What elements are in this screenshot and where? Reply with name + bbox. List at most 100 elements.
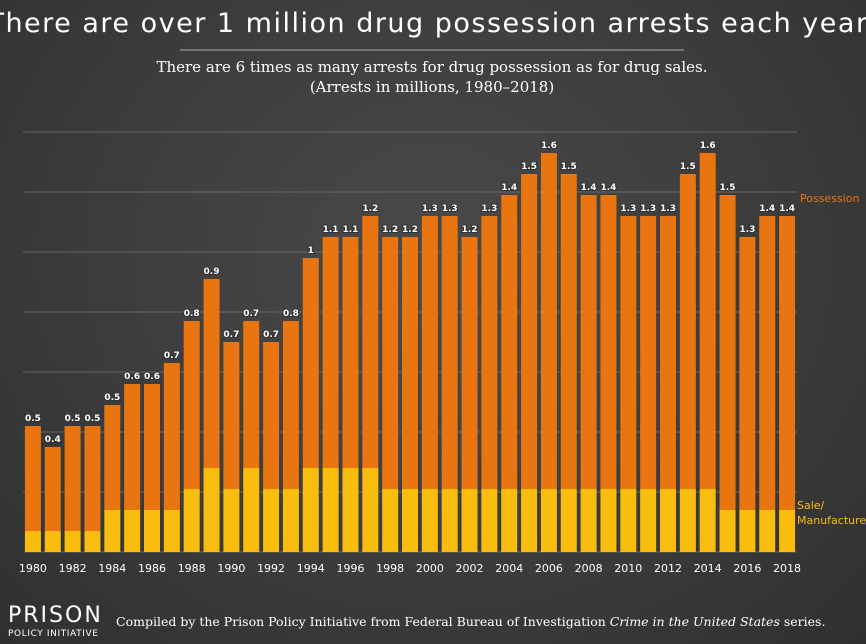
bar bbox=[739, 510, 756, 552]
value-label: 0.9 bbox=[204, 267, 220, 277]
bar bbox=[163, 363, 180, 510]
value-label: 1.4 bbox=[779, 204, 795, 214]
x-tick-label: 2006 bbox=[535, 562, 563, 575]
bar bbox=[282, 321, 299, 489]
bar bbox=[84, 426, 101, 531]
value-label: 1.1 bbox=[323, 225, 339, 235]
value-label: 1.3 bbox=[660, 204, 676, 214]
bar bbox=[699, 489, 716, 552]
value-label: 1.5 bbox=[521, 162, 537, 172]
bar bbox=[163, 510, 180, 552]
x-tick-label: 2002 bbox=[456, 562, 484, 575]
bar bbox=[540, 153, 557, 489]
x-tick-label: 1984 bbox=[98, 562, 126, 575]
value-label: 1.3 bbox=[422, 204, 438, 214]
bar bbox=[779, 216, 796, 510]
subtitle: There are 6 times as many arrests for dr… bbox=[156, 58, 707, 76]
value-label: 0.6 bbox=[124, 372, 140, 382]
x-tick-label: 2016 bbox=[733, 562, 761, 575]
bar bbox=[124, 510, 141, 552]
value-label: 1.2 bbox=[462, 225, 478, 235]
bar bbox=[600, 489, 617, 552]
value-label: 1.3 bbox=[640, 204, 656, 214]
x-tick-label: 2008 bbox=[575, 562, 603, 575]
subtitle-note: (Arrests in millions, 1980–2018) bbox=[310, 78, 554, 96]
value-label: 1.2 bbox=[362, 204, 378, 214]
source: Compiled by the Prison Policy Initiative… bbox=[116, 614, 825, 629]
bar bbox=[64, 426, 81, 531]
bar bbox=[183, 489, 200, 552]
x-tick-label: 1986 bbox=[138, 562, 166, 575]
x-tick-label: 2000 bbox=[416, 562, 444, 575]
source-text-end: series. bbox=[780, 614, 826, 629]
bar bbox=[660, 489, 676, 552]
bar bbox=[203, 279, 220, 468]
value-label: 0.6 bbox=[144, 372, 160, 382]
bar bbox=[84, 531, 101, 552]
value-label: 0.7 bbox=[164, 351, 180, 361]
bar bbox=[243, 468, 260, 552]
bar bbox=[540, 489, 557, 552]
bar bbox=[779, 510, 796, 552]
value-label: 1.6 bbox=[541, 141, 557, 151]
x-tick-label: 2012 bbox=[654, 562, 682, 575]
bar bbox=[521, 174, 538, 489]
bar bbox=[481, 489, 498, 552]
bar bbox=[501, 195, 518, 489]
bar bbox=[144, 384, 160, 510]
x-tick-label: 2004 bbox=[495, 562, 523, 575]
bar bbox=[302, 468, 319, 552]
bar bbox=[759, 216, 776, 510]
value-label: 0.8 bbox=[184, 309, 200, 319]
value-label: 0.5 bbox=[25, 414, 41, 424]
value-label: 1.5 bbox=[561, 162, 577, 172]
bar bbox=[679, 174, 696, 489]
bar bbox=[739, 237, 756, 510]
x-tick-label: 2018 bbox=[773, 562, 801, 575]
value-label: 1.2 bbox=[382, 225, 398, 235]
bar bbox=[560, 489, 577, 552]
bar bbox=[64, 531, 81, 552]
bar bbox=[699, 153, 716, 489]
value-label: 0.7 bbox=[223, 330, 239, 340]
value-label: 1.3 bbox=[739, 225, 755, 235]
x-tick-label: 1980 bbox=[19, 562, 47, 575]
value-label: 1 bbox=[308, 246, 314, 256]
logo-top: PRISON bbox=[8, 603, 103, 628]
value-label: 1.4 bbox=[600, 183, 616, 193]
bar bbox=[679, 489, 696, 552]
bar bbox=[719, 195, 736, 510]
value-label: 1.5 bbox=[680, 162, 696, 172]
bar bbox=[382, 489, 399, 552]
bar bbox=[620, 489, 637, 552]
bar bbox=[342, 468, 359, 552]
bar bbox=[580, 195, 597, 489]
bar bbox=[461, 237, 478, 489]
value-label: 0.5 bbox=[104, 393, 120, 403]
bar bbox=[203, 468, 220, 552]
value-label: 0.8 bbox=[283, 309, 299, 319]
bar bbox=[144, 510, 160, 552]
bar bbox=[560, 174, 577, 489]
value-label: 1.3 bbox=[481, 204, 497, 214]
bar bbox=[282, 489, 299, 552]
bar bbox=[104, 405, 121, 510]
bar bbox=[421, 216, 438, 489]
bar bbox=[441, 216, 458, 489]
x-tick-label: 1998 bbox=[376, 562, 404, 575]
legend-sale: Sale/ Manufacture bbox=[797, 499, 866, 527]
bar bbox=[44, 531, 61, 552]
bar bbox=[342, 237, 359, 468]
value-label: 1.5 bbox=[720, 183, 736, 193]
value-label: 1.3 bbox=[620, 204, 636, 214]
bar bbox=[44, 447, 61, 531]
bar bbox=[640, 489, 657, 552]
bar bbox=[263, 342, 280, 489]
bar bbox=[183, 321, 200, 489]
bar bbox=[322, 237, 339, 468]
bar bbox=[322, 468, 339, 552]
source-italic: Crime in the United States bbox=[610, 614, 780, 629]
x-tick-label: 2014 bbox=[694, 562, 722, 575]
bar bbox=[402, 489, 418, 552]
